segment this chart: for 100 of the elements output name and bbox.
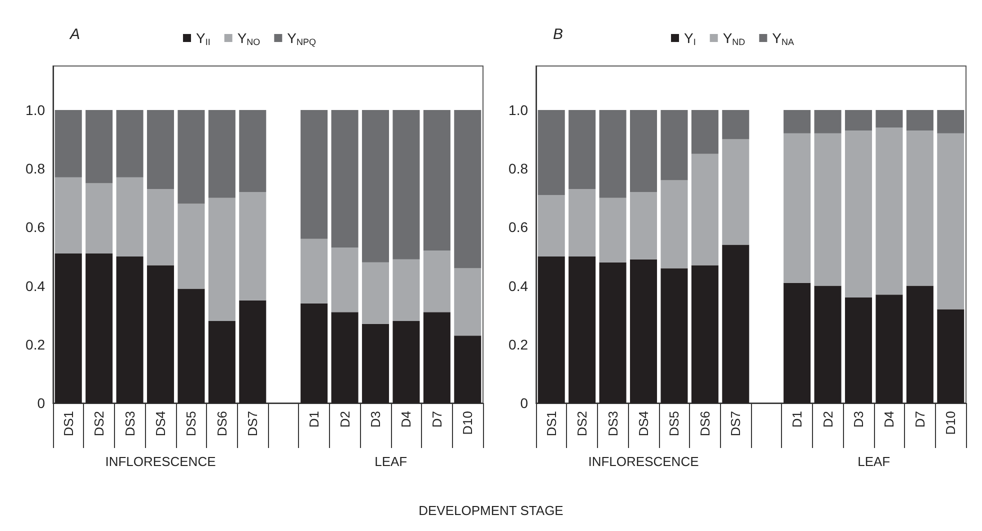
bar — [454, 110, 482, 268]
bar — [784, 110, 811, 134]
bar — [54, 254, 82, 403]
bar — [54, 110, 82, 178]
x-tick-label: DS7 — [245, 411, 260, 436]
x-tick-label: DS1 — [60, 411, 76, 436]
x-tick-label: D2 — [337, 411, 352, 428]
y-tick-label: 0.2 — [508, 336, 528, 352]
x-axis-title: DEVELOPMENT STAGE — [418, 503, 564, 518]
bar — [331, 110, 358, 248]
bar — [568, 256, 596, 403]
x-tick-label: DS5 — [184, 411, 199, 436]
x-tick-label: DS5 — [666, 411, 682, 436]
x-tick-label: D7 — [429, 411, 444, 428]
bar — [814, 110, 842, 134]
y-tick-label: 0.6 — [26, 219, 46, 236]
bar — [876, 110, 903, 128]
bar — [814, 286, 842, 403]
y-tick-label: 1.0 — [508, 102, 528, 118]
bar — [178, 204, 205, 289]
bar — [630, 110, 658, 192]
bar — [660, 180, 688, 268]
bar — [937, 133, 964, 310]
bar — [239, 192, 266, 300]
bar — [116, 177, 144, 256]
bar — [454, 336, 482, 403]
bar — [86, 183, 113, 254]
y-tick-label: 0.4 — [26, 278, 46, 294]
bar — [660, 110, 688, 180]
bar — [300, 303, 328, 403]
bar — [454, 268, 482, 336]
bar — [362, 110, 390, 262]
y-tick-label: 0.8 — [508, 160, 528, 177]
bar — [392, 320, 420, 403]
bar — [599, 262, 626, 403]
bar — [423, 250, 450, 312]
bar — [208, 320, 236, 403]
text: INFLORESCENCE — [105, 454, 216, 469]
bar — [906, 130, 934, 286]
bar — [146, 110, 174, 190]
bar — [599, 198, 626, 262]
bar — [54, 177, 82, 254]
bar — [300, 238, 328, 304]
bar — [722, 244, 750, 403]
bar — [538, 194, 565, 256]
bar — [362, 262, 390, 324]
bar — [392, 259, 420, 321]
text: LEAF — [374, 454, 408, 469]
bar — [239, 110, 266, 192]
bar — [331, 248, 358, 312]
x-tick-label: D2 — [820, 411, 836, 428]
text: LEAF — [858, 454, 890, 469]
x-tick-label: DS3 — [605, 411, 620, 436]
bar — [784, 282, 811, 403]
bar — [208, 198, 236, 321]
x-tick-label: D1 — [790, 411, 805, 428]
bar — [906, 286, 934, 403]
bar — [423, 312, 450, 403]
y-tick-label: 0.6 — [508, 219, 528, 236]
x-tick-label: D7 — [912, 411, 928, 428]
x-tick-label: DS1 — [544, 411, 559, 436]
bar — [784, 133, 811, 283]
bar — [844, 298, 872, 403]
y-tick-label: 0.8 — [26, 160, 46, 177]
bar — [722, 139, 750, 245]
x-tick-label: DS2 — [574, 411, 590, 436]
bar — [116, 110, 144, 178]
bar — [691, 110, 718, 154]
x-tick-label: DS6 — [697, 411, 712, 436]
y-tick-label: 1.0 — [26, 102, 46, 118]
bar — [538, 256, 565, 403]
x-tick-label: D1 — [306, 411, 322, 428]
x-tick-label: DS4 — [153, 411, 168, 436]
chart-title: B — [553, 26, 564, 43]
x-tick-label: D10 — [460, 411, 476, 435]
bar — [906, 110, 934, 130]
x-tick-label: D4 — [882, 411, 897, 428]
bar — [722, 110, 750, 140]
bar — [146, 265, 174, 403]
bar — [599, 110, 626, 198]
x-tick-label: D4 — [398, 411, 414, 428]
bar — [844, 110, 872, 130]
x-tick-label: DS3 — [122, 411, 138, 436]
bar — [178, 288, 205, 403]
bar — [208, 110, 236, 198]
text: INFLORESCENCE — [588, 454, 700, 469]
y-tick-label: 0.2 — [26, 336, 46, 352]
bar — [876, 128, 903, 295]
x-tick-label: DS6 — [214, 411, 230, 436]
x-tick-label: DS7 — [728, 411, 744, 436]
bar — [239, 300, 266, 403]
bar — [630, 192, 658, 260]
x-tick-label: DS2 — [92, 411, 107, 436]
bar — [300, 110, 328, 239]
bar — [392, 110, 420, 260]
bar — [116, 256, 144, 403]
y-tick-label: 0.4 — [508, 278, 528, 294]
bar — [937, 309, 964, 403]
y-tick-label: 0 — [37, 395, 46, 411]
bar — [691, 265, 718, 403]
